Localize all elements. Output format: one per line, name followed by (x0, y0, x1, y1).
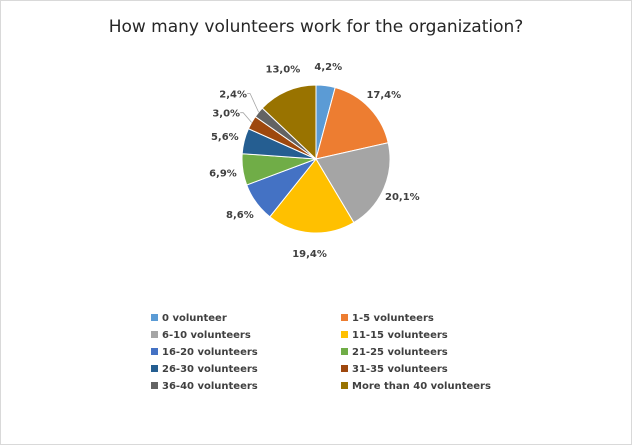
legend-item-21-25-volunteers: 21-25 volunteers (341, 347, 448, 361)
legend-label: 11-15 volunteers (352, 330, 448, 341)
legend-swatch (341, 314, 348, 321)
data-label-36-40-volunteers: 2,4% (219, 90, 247, 101)
legend-swatch (341, 382, 348, 389)
pie-slice-more-than-40-volunteers (261, 84, 317, 161)
legend-item-26-30-volunteers: 26-30 volunteers (151, 364, 258, 378)
legend-label: 26-30 volunteers (162, 364, 258, 375)
data-label-6-10-volunteers: 20,1% (385, 192, 420, 203)
legend-label: 21-25 volunteers (352, 347, 448, 358)
legend-label: More than 40 volunteers (352, 381, 491, 392)
legend-swatch (151, 365, 158, 372)
legend-swatch (151, 331, 158, 338)
pie-slice-1-5-volunteers (315, 86, 389, 160)
legend-item-0-volunteer: 0 volunteer (151, 313, 227, 327)
legend-swatch (151, 314, 158, 321)
leader-line-31-35-volunteers (240, 112, 252, 123)
legend-label: 16-20 volunteers (162, 347, 258, 358)
legend-swatch (151, 348, 158, 355)
legend-item-16-20-volunteers: 16-20 volunteers (151, 347, 258, 361)
pie-slice-6-10-volunteers (315, 142, 391, 224)
legend-label: 0 volunteer (162, 313, 227, 324)
data-label-31-35-volunteers: 3,0% (212, 109, 240, 120)
data-label-more-than-40-volunteers: 13,0% (266, 65, 301, 76)
legend-swatch (151, 382, 158, 389)
legend-swatch (341, 348, 348, 355)
data-label-11-15-volunteers: 19,4% (292, 249, 327, 260)
legend-item-more-than-40-volunteers: More than 40 volunteers (341, 381, 491, 395)
legend-label: 1-5 volunteers (352, 313, 434, 324)
legend-item-11-15-volunteers: 11-15 volunteers (341, 330, 448, 344)
legend-item-31-35-volunteers: 31-35 volunteers (341, 364, 448, 378)
legend-item-6-10-volunteers: 6-10 volunteers (151, 330, 251, 344)
legend-swatch (341, 365, 348, 372)
data-label-1-5-volunteers: 17,4% (366, 90, 401, 101)
legend-item-1-5-volunteers: 1-5 volunteers (341, 313, 434, 327)
leader-line-36-40-volunteers (247, 93, 260, 113)
chart-title: How many volunteers work for the organiz… (108, 17, 524, 37)
legend-label: 31-35 volunteers (352, 364, 448, 375)
data-label-0-volunteer: 4,2% (314, 62, 342, 73)
legend-swatch (341, 331, 348, 338)
legend-item-36-40-volunteers: 36-40 volunteers (151, 381, 258, 395)
legend-label: 36-40 volunteers (162, 381, 258, 392)
legend-label: 6-10 volunteers (162, 330, 251, 341)
data-label-21-25-volunteers: 6,9% (209, 168, 237, 179)
data-label-16-20-volunteers: 8,6% (226, 210, 254, 221)
pie-slice-11-15-volunteers (269, 158, 355, 234)
data-label-26-30-volunteers: 5,6% (211, 132, 239, 143)
pie-chart: 4,2% 17,4% 20,1% 19,4% 8,6% 6,9% 5,6% 3,0% 2,4% 1… (209, 62, 420, 260)
